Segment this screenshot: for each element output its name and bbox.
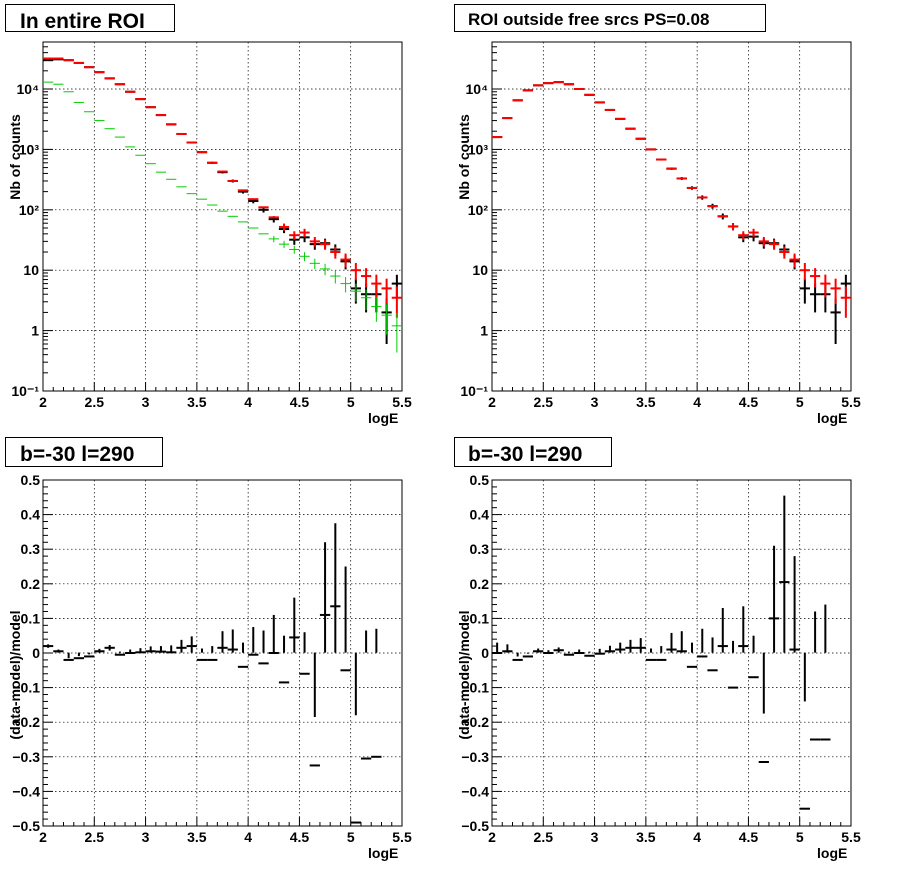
y-tick-label: 10²	[468, 202, 489, 218]
x-axis-label: logE	[368, 410, 398, 426]
x-tick-label: 4	[693, 394, 701, 410]
x-tick-label: 3	[142, 394, 150, 410]
y-tick-label: 0.1	[21, 610, 41, 626]
y-tick-label: 10	[23, 262, 39, 278]
x-tick-label: 5.5	[841, 829, 861, 845]
y-tick-label: 10⁴	[466, 81, 489, 97]
x-tick-label: 3	[591, 829, 599, 845]
x-tick-label: 4	[693, 829, 701, 845]
x-tick-label: 2	[488, 394, 496, 410]
y-tick-label: 0.2	[21, 576, 41, 592]
y-axis-label: (data-model)/model	[7, 610, 23, 739]
x-tick-label: 5	[796, 394, 804, 410]
x-tick-label: 5	[796, 829, 804, 845]
x-tick-label: 4.5	[290, 829, 310, 845]
y-tick-label: 0.1	[470, 610, 490, 626]
panel-title-entire-roi: In entire ROI	[5, 4, 175, 32]
y-tick-label: 10³	[468, 141, 489, 157]
y-tick-label: 10	[472, 262, 488, 278]
y-tick-label: −0.5	[461, 818, 489, 834]
plot-frame-top-left	[42, 41, 403, 392]
x-tick-label: 2	[39, 394, 47, 410]
y-tick-label: 0.3	[21, 541, 41, 557]
y-tick-label: 0	[32, 645, 40, 661]
y-tick-label: −0.4	[461, 783, 489, 799]
x-tick-label: 2.5	[85, 829, 105, 845]
x-tick-label: 3.5	[187, 829, 207, 845]
y-tick-label: 0.4	[21, 507, 41, 523]
x-tick-label: 3	[591, 394, 599, 410]
y-tick-label: 1	[31, 323, 39, 339]
panel-title-residual-left: b=-30 l=290	[5, 437, 163, 467]
y-tick-label: 10²	[19, 202, 40, 218]
y-tick-label: 1	[480, 323, 488, 339]
y-tick-label: 10⁻¹	[11, 383, 39, 399]
x-tick-label: 4	[244, 394, 252, 410]
x-tick-label: 4.5	[290, 394, 310, 410]
x-tick-label: 2.5	[534, 829, 554, 845]
x-tick-label: 5	[347, 829, 355, 845]
y-tick-label: 0.5	[21, 472, 41, 488]
y-tick-label: 0.3	[470, 541, 490, 557]
x-tick-label: 5.5	[392, 829, 412, 845]
x-tick-label: 2	[488, 829, 496, 845]
x-tick-label: 2	[39, 829, 47, 845]
y-tick-label: 0.5	[470, 472, 490, 488]
y-tick-label: −0.1	[12, 680, 40, 696]
x-tick-label: 3.5	[187, 394, 207, 410]
y-tick-label: 0.4	[470, 507, 490, 523]
x-tick-label: 3.5	[636, 829, 656, 845]
y-axis-label: Nb of counts	[456, 114, 472, 200]
x-tick-label: 5.5	[841, 394, 861, 410]
y-axis-label: Nb of counts	[7, 114, 23, 200]
y-tick-label: 0	[481, 645, 489, 661]
x-tick-label: 4.5	[739, 394, 759, 410]
x-tick-label: 4.5	[739, 829, 759, 845]
x-tick-label: 2.5	[534, 394, 554, 410]
x-tick-label: 3.5	[636, 394, 656, 410]
x-axis-label: logE	[817, 845, 847, 861]
plot-frame-top-right	[491, 41, 852, 392]
y-tick-label: −0.3	[461, 749, 489, 765]
y-tick-label: 10⁻¹	[460, 383, 488, 399]
x-axis-label: logE	[817, 410, 847, 426]
y-tick-label: −0.2	[461, 714, 489, 730]
panel-title-outside-free-srcs: ROI outside free srcs PS=0.08	[454, 4, 766, 32]
y-tick-label: 0.2	[470, 576, 490, 592]
y-tick-label: 10³	[19, 141, 40, 157]
y-axis-label: (data-model)/model	[456, 610, 472, 739]
y-tick-label: −0.1	[461, 680, 489, 696]
x-tick-label: 2.5	[85, 394, 105, 410]
x-tick-label: 4	[244, 829, 252, 845]
x-axis-label: logE	[368, 845, 398, 861]
x-tick-label: 3	[142, 829, 150, 845]
y-tick-label: −0.3	[12, 749, 40, 765]
x-tick-label: 5.5	[392, 394, 412, 410]
y-tick-label: −0.4	[12, 783, 40, 799]
y-tick-label: −0.5	[12, 818, 40, 834]
y-tick-label: −0.2	[12, 714, 40, 730]
y-tick-label: 10⁴	[17, 81, 40, 97]
x-tick-label: 5	[347, 394, 355, 410]
panel-title-residual-right: b=-30 l=290	[454, 437, 612, 467]
